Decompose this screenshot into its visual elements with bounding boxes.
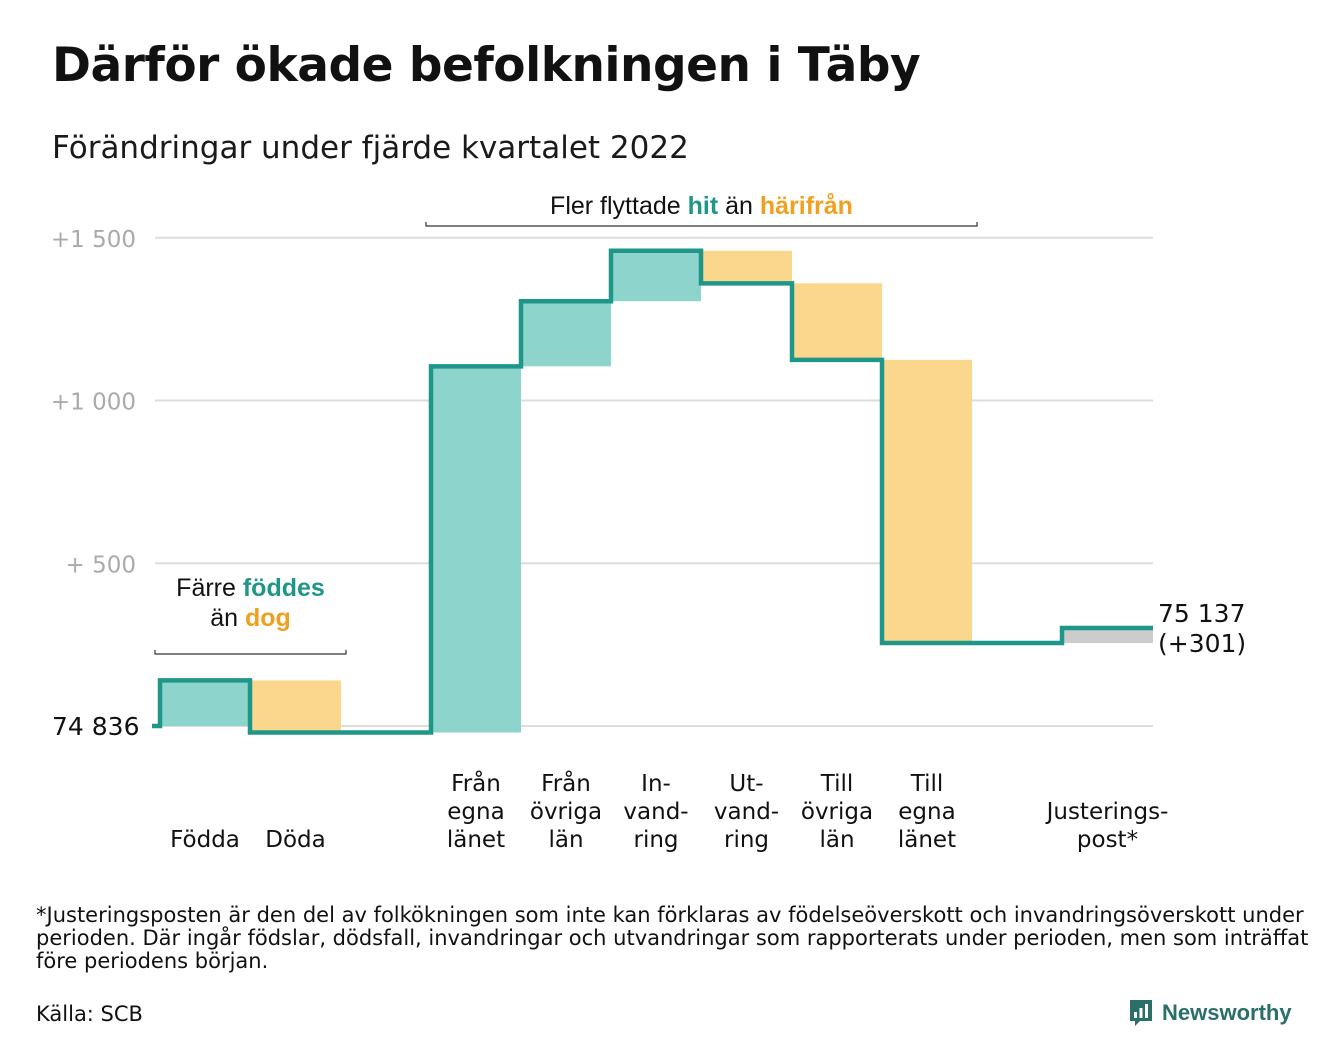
- annotation-bracket: [425, 222, 978, 227]
- chart-title: Därför ökade befolkningen i Täby: [52, 38, 921, 93]
- bar-step-0: [160, 680, 250, 726]
- category-label: vand-: [714, 799, 779, 825]
- category-label: egna: [447, 799, 504, 825]
- annotation-birth-death: än dog: [210, 604, 291, 632]
- footnote: *Justeringsposten är den del av folkökni…: [36, 903, 1309, 973]
- category-label: Födda: [170, 827, 240, 853]
- category-label: vand-: [623, 799, 688, 825]
- bar-step-3: [521, 301, 611, 367]
- y-tick-label: + 500: [66, 552, 136, 578]
- category-label: egna: [898, 799, 955, 825]
- bar-step-1: [250, 680, 341, 733]
- annotation-text: hit: [688, 192, 719, 220]
- annotation-bracket: [154, 650, 347, 655]
- annotation-text: än: [210, 604, 245, 632]
- step-line: [152, 248, 1153, 735]
- end-value-label: 75 137: [1158, 599, 1245, 628]
- category-label: län: [819, 827, 854, 853]
- bar-step-5: [701, 250, 792, 284]
- annotation-text: dog: [245, 604, 291, 632]
- bar-step-2: [431, 366, 521, 733]
- annotation-migration: Fler flyttade hit än härifrån: [550, 192, 853, 220]
- annotation-text: Fler flyttade: [550, 192, 688, 220]
- bar-step-7: [882, 359, 972, 643]
- category-label: Justerings-: [1045, 799, 1169, 825]
- y-tick-label: +1 000: [51, 390, 136, 416]
- y-tick-label: +1 500: [51, 227, 136, 253]
- category-label: län: [548, 827, 583, 853]
- chart-subtitle: Förändringar under fjärde kvartalet 2022: [52, 130, 689, 166]
- annotation-text: härifrån: [760, 192, 853, 220]
- category-label: länet: [447, 827, 505, 853]
- category-label: Döda: [265, 827, 325, 853]
- category-label: övriga: [530, 799, 602, 825]
- category-label: Från: [541, 769, 591, 797]
- bars: [160, 250, 1153, 733]
- annotation-text: föddes: [243, 574, 325, 602]
- category-label: Till: [820, 771, 854, 797]
- category-label: övriga: [801, 799, 873, 825]
- brand-name: Newsworthy: [1162, 1000, 1292, 1025]
- category-label: Till: [910, 771, 944, 797]
- bar-step-8: [1062, 628, 1153, 643]
- waterfall-chart: +1 500 +1 000 + 500 74 836 75 137(+301) Född…: [51, 192, 1246, 853]
- annotation-text: Färre: [176, 574, 243, 602]
- bar-step-4: [611, 250, 701, 302]
- category-label: post*: [1077, 827, 1138, 853]
- category-label: länet: [898, 827, 956, 853]
- category-label: ring: [633, 827, 678, 853]
- bar-step-6: [792, 283, 882, 360]
- source-note: Källa: SCB: [36, 1002, 143, 1026]
- start-value-label: 74 836: [52, 712, 139, 741]
- cumulative-step-line: [152, 248, 1153, 735]
- category-label: ring: [724, 827, 769, 853]
- annotation-text: än: [718, 192, 760, 220]
- brand-logo[interactable]: Newsworthy: [1128, 998, 1292, 1028]
- category-label: Från: [451, 769, 501, 797]
- annotation-birth-death: Färre föddes: [176, 574, 325, 602]
- newsworthy-logo-icon: [1130, 1000, 1152, 1026]
- category-label: Ut-: [729, 771, 763, 797]
- end-value-label: (+301): [1158, 629, 1246, 658]
- category-label: In-: [641, 771, 671, 797]
